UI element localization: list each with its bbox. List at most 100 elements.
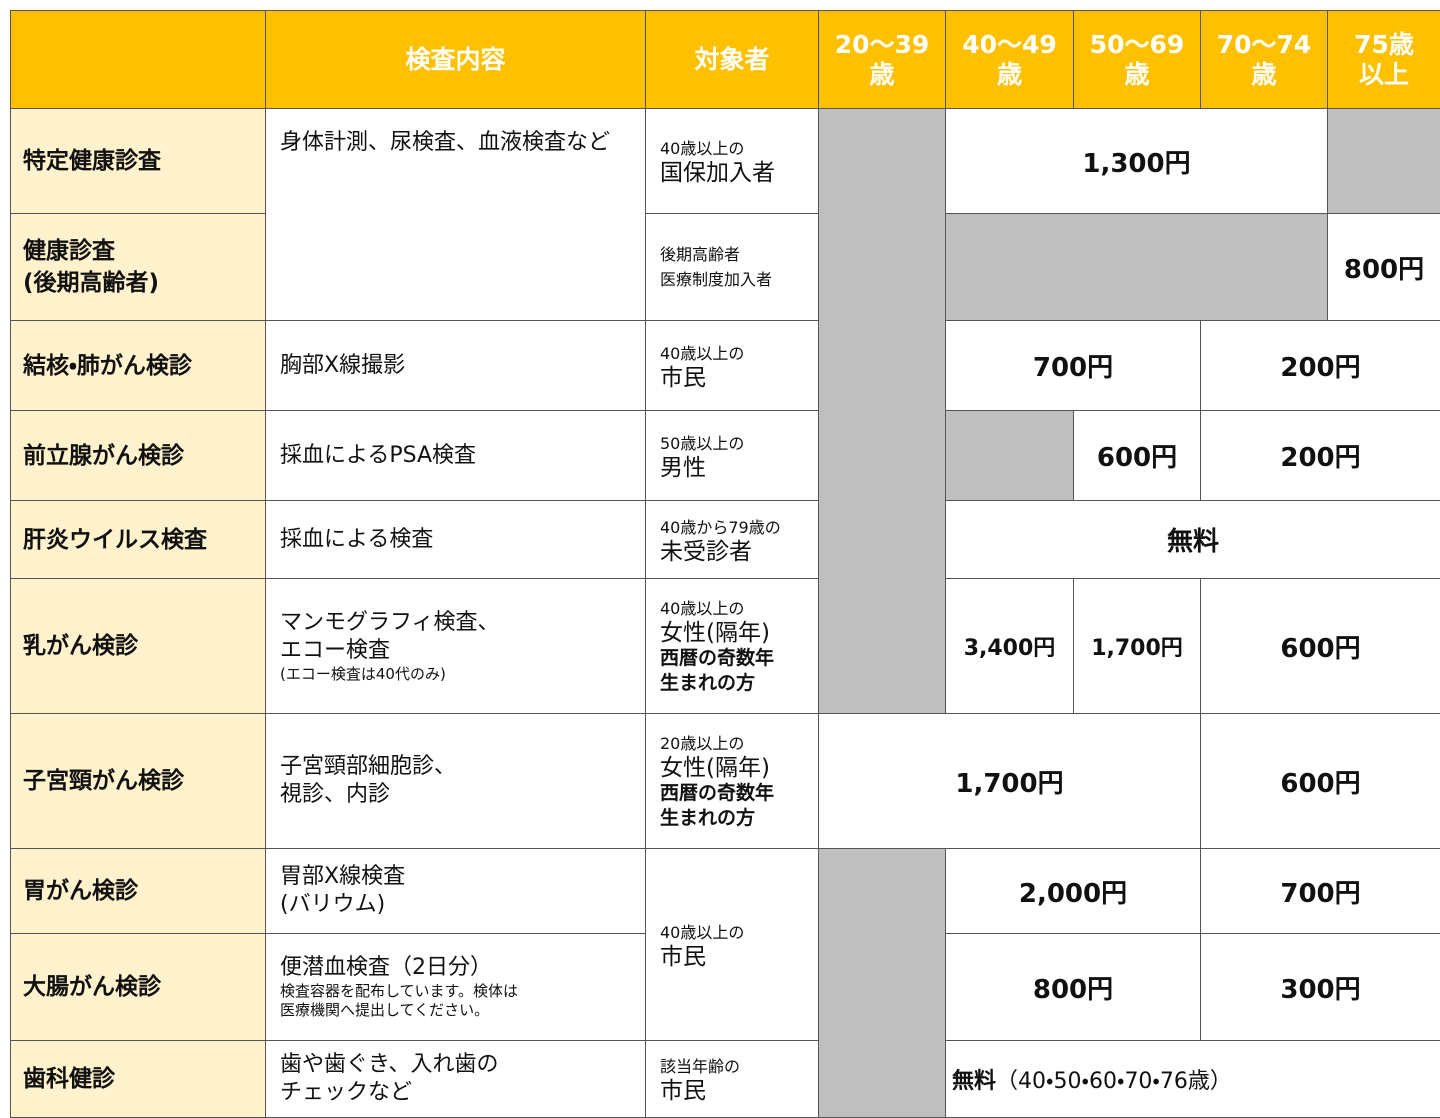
cell: 便潜血検査（2日分）検査容器を配布しています。検体は医療機関へ提出してください。 <box>266 934 646 1041</box>
cell: 子宮頸がん検診 <box>11 714 266 849</box>
text-line: 以上 <box>1334 60 1434 90</box>
cell: 胸部X線撮影 <box>266 321 646 411</box>
cell: 身体計測、尿検査、血液検査など <box>266 109 646 321</box>
cell: 検査内容 <box>266 11 646 109</box>
cell: 1,700円 <box>819 714 1201 849</box>
cell: 胃がん検診 <box>11 849 266 934</box>
cell: 800円 <box>946 934 1201 1041</box>
cell: 健康診査(後期高齢者) <box>11 214 266 321</box>
text-line: 40歳から79歳の <box>660 515 812 540</box>
text-line: 50歳以上の <box>660 431 812 456</box>
cell <box>819 109 946 714</box>
text-line: (バリウム) <box>280 891 639 919</box>
cell: 無料（40・50・60・70・76歳） <box>946 1041 1440 1118</box>
text-line: 1,300円 <box>952 143 1321 180</box>
text-line: エコー検査 <box>280 637 639 665</box>
cell: 40歳から79歳の未受診者 <box>646 501 819 579</box>
text-line: 未受診者 <box>660 540 812 565</box>
text-line: 検査容器を配布しています。検体は <box>280 982 639 1001</box>
text-line: 大腸がん検診 <box>23 971 259 1003</box>
cell: 1,700円 <box>1074 579 1201 714</box>
cell: 子宮頸部細胞診、視診、内診 <box>266 714 646 849</box>
text-line: 子宮頸がん検診 <box>23 765 259 797</box>
text-line: 西暦の奇数年 <box>660 781 812 806</box>
text-line: 胃がん検診 <box>23 875 259 907</box>
text-line: 市民 <box>660 1079 812 1104</box>
text-line: 40歳以上の <box>660 596 812 621</box>
text-line: 歳 <box>952 60 1067 90</box>
text-line: 歯科健診 <box>23 1063 259 1095</box>
text-line: 男性 <box>660 456 812 481</box>
text-line: 50〜69 <box>1080 30 1194 60</box>
cell: マンモグラフィ検査、エコー検査(エコー検査は40代のみ) <box>266 579 646 714</box>
text-line: 女性(隔年) <box>660 621 812 646</box>
text-line: 歯や歯ぐき、入れ歯の <box>280 1051 639 1079</box>
cell: 1,300円 <box>946 109 1328 214</box>
text-line: 20〜39 <box>825 30 939 60</box>
text-line: マンモグラフィ検査、 <box>280 609 639 637</box>
cell: 300円 <box>1201 934 1440 1041</box>
text-line: 結核・肺がん検診 <box>23 350 259 382</box>
text-line: 後期高齢者 <box>660 242 812 267</box>
text-line: 40歳以上の <box>660 341 812 366</box>
text-line: 生まれの方 <box>660 671 812 696</box>
cell: 200円 <box>1201 321 1440 411</box>
text-line: 特定健康診査 <box>23 145 259 177</box>
text-line: 胃部X線検査 <box>280 863 639 891</box>
cell: 700円 <box>1201 849 1440 934</box>
cell <box>819 849 946 1118</box>
text-line: 無料 <box>952 521 1434 558</box>
text-line: チェックなど <box>280 1079 639 1107</box>
cell: 採血によるPSA検査 <box>266 411 646 501</box>
cell: 600円 <box>1074 411 1201 501</box>
text-line: 40歳以上の <box>660 136 812 161</box>
cell: 胃部X線検査(バリウム) <box>266 849 646 934</box>
cell: 600円 <box>1201 714 1440 849</box>
cell: 肝炎ウイルス検査 <box>11 501 266 579</box>
cell <box>946 411 1074 501</box>
cell: 20歳以上の女性(隔年)西暦の奇数年生まれの方 <box>646 714 819 849</box>
text-line: 子宮頸部細胞診、 <box>280 753 639 781</box>
cell: 結核・肺がん検診 <box>11 321 266 411</box>
cell: 200円 <box>1201 411 1440 501</box>
cell: 大腸がん検診 <box>11 934 266 1041</box>
cell: 75歳以上 <box>1328 11 1440 109</box>
cell: 3,400円 <box>946 579 1074 714</box>
text-line: 70〜74 <box>1207 30 1321 60</box>
text-line: 視診、内診 <box>280 781 639 809</box>
price-note: （40・50・60・70・76歳） <box>996 1069 1232 1094</box>
text-line: 西暦の奇数年 <box>660 646 812 671</box>
cell: 無料 <box>946 501 1440 579</box>
text-line: 前立腺がん検診 <box>23 440 259 472</box>
price: 無料 <box>952 1069 996 1094</box>
text-line: 市民 <box>660 366 812 391</box>
text-line: 胸部X線撮影 <box>280 352 639 380</box>
text-line: 乳がん検診 <box>23 630 259 662</box>
cell: 2,000円 <box>946 849 1201 934</box>
text-line: (後期高齢者) <box>23 267 259 299</box>
cell: 後期高齢者医療制度加入者 <box>646 214 819 321</box>
text-line: 該当年齢の <box>660 1054 812 1079</box>
cell: 前立腺がん検診 <box>11 411 266 501</box>
cell: 歯科健診 <box>11 1041 266 1118</box>
text-line: 採血による検査 <box>280 526 639 554</box>
cell: 特定健康診査 <box>11 109 266 214</box>
cell: 50歳以上の男性 <box>646 411 819 501</box>
text-line: 医療制度加入者 <box>660 267 812 292</box>
text-line: 生まれの方 <box>660 806 812 831</box>
cell: 該当年齢の市民 <box>646 1041 819 1118</box>
cell: 40歳以上の女性(隔年)西暦の奇数年生まれの方 <box>646 579 819 714</box>
text-line: 採血によるPSA検査 <box>280 442 639 470</box>
cell: 40歳以上の市民 <box>646 849 819 1041</box>
text-line: 肝炎ウイルス検査 <box>23 524 259 556</box>
cell: 40歳以上の市民 <box>646 321 819 411</box>
text-line: 40〜49 <box>952 30 1067 60</box>
text-line: 20歳以上の <box>660 731 812 756</box>
text-line: 75歳 <box>1334 30 1434 60</box>
